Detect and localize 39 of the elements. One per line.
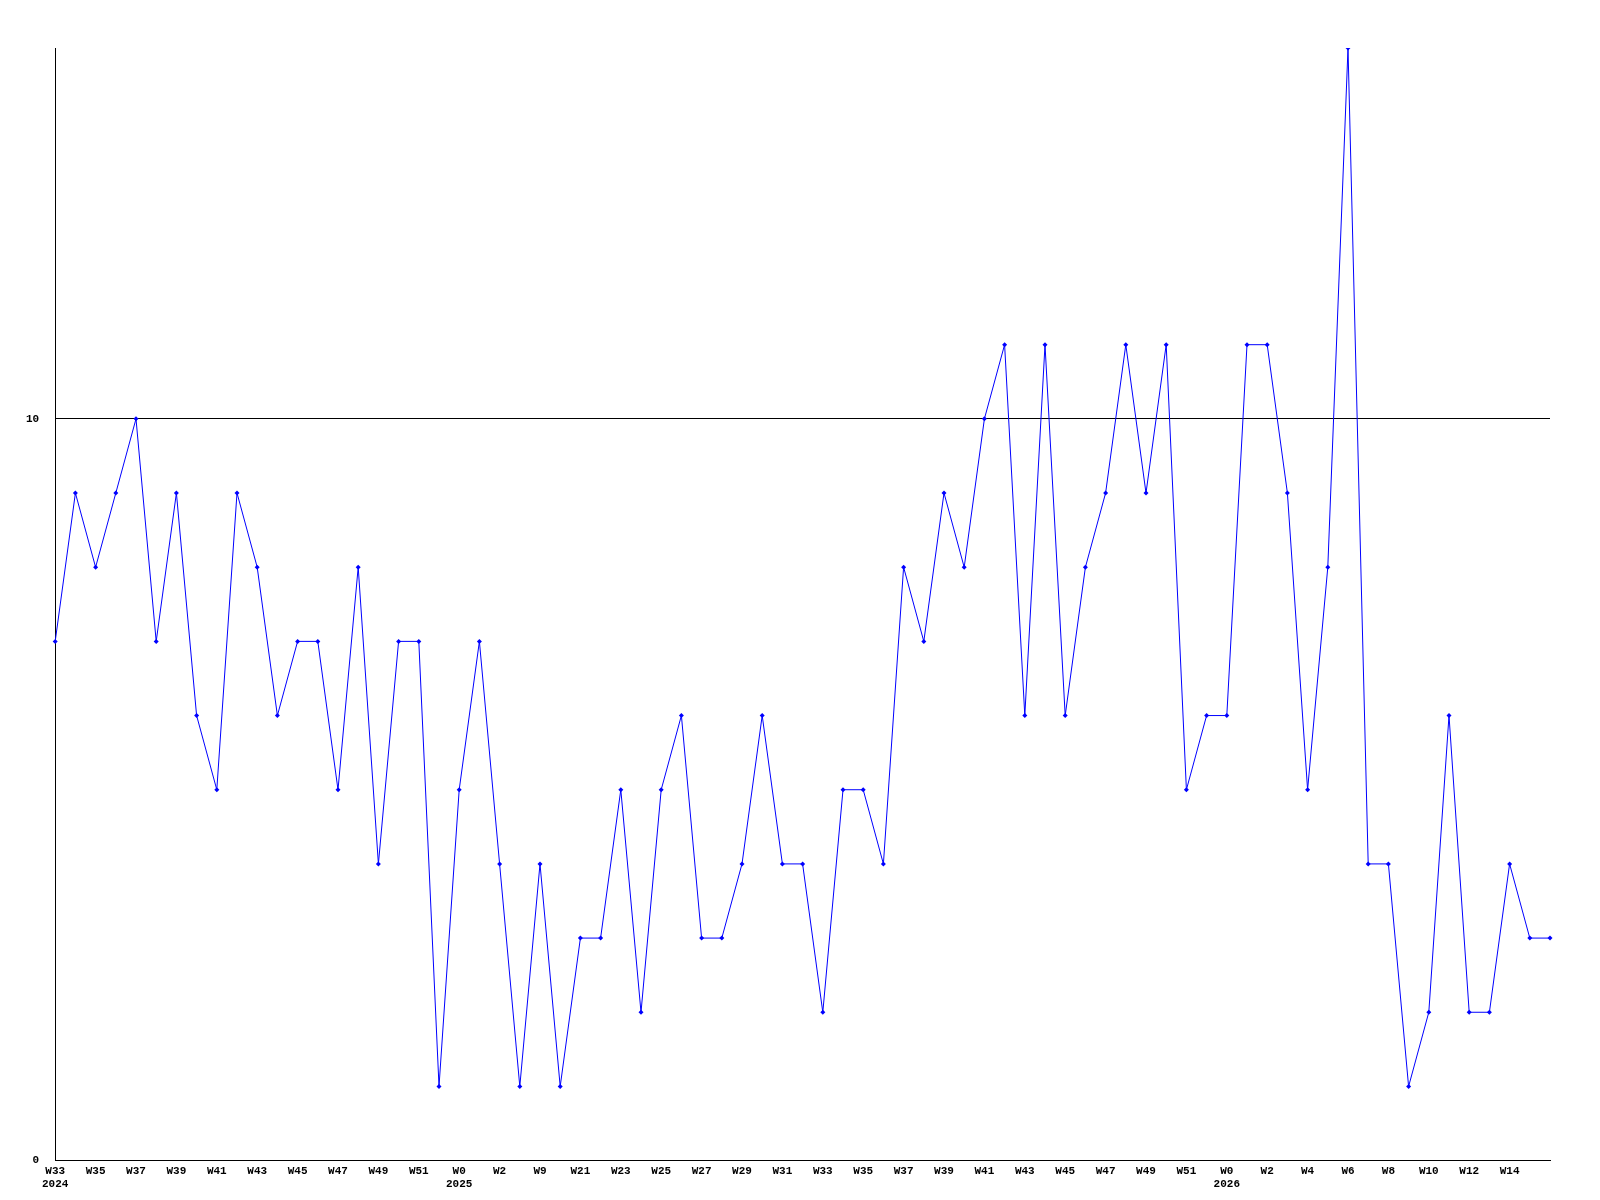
x-tick-label: W39 [166,1164,187,1177]
x-tick-label: W25 [651,1164,672,1177]
x-tick-label: W47 [1095,1164,1116,1177]
x-tick-label: W41 [206,1164,228,1177]
x-tick-label: W35 [85,1164,106,1177]
x-tick-label: W8 [1381,1164,1396,1177]
x-tick-label: W4 [1301,1164,1315,1177]
x-tick-label: W12 [1459,1164,1480,1177]
x-tick-label: W41 [974,1164,995,1177]
x-tick-label: W39 [934,1164,954,1177]
x-tick-label: W47 [328,1164,348,1177]
x-tick-label: W31 [772,1164,793,1177]
x-tick-label: W33 2024 [42,1164,69,1191]
x-tick-label: W35 [853,1164,874,1177]
x-tick-label: W10 [1418,1164,1439,1177]
y-tick-label: 0 [32,1154,40,1167]
x-tick-label: W6 [1341,1164,1355,1177]
x-tick-label: W0 2026 [1213,1164,1240,1191]
x-tick-label: W51 [1176,1164,1197,1177]
x-tick-label: W51 [408,1164,430,1177]
y-tick-label: 10 [26,412,40,425]
x-tick-label: W37 [893,1164,914,1177]
x-tick-label: W27 [691,1164,712,1177]
x-tick-label: W45 [287,1164,308,1177]
x-tick-label: W29 [732,1164,752,1177]
x-tick-label: W9 [533,1164,547,1177]
x-tick-label: W23 [610,1164,632,1177]
x-tick-label: W43 [1014,1164,1036,1177]
x-tick-label: W49 [368,1164,389,1177]
x-tick-label: W2 [1260,1164,1274,1177]
x-tick-label: W33 [812,1164,834,1177]
x-tick-label: W21 [570,1164,591,1177]
x-tick-label: W49 [1136,1164,1156,1177]
x-tick-label: W43 [247,1164,268,1177]
x-tick-label: W45 [1055,1164,1076,1177]
x-tick-label: W0 2025 [446,1164,473,1191]
x-tick-label: W2 [493,1164,507,1177]
x-tick-label: W14 [1499,1164,1520,1177]
x-tick-label: W37 [126,1164,146,1177]
